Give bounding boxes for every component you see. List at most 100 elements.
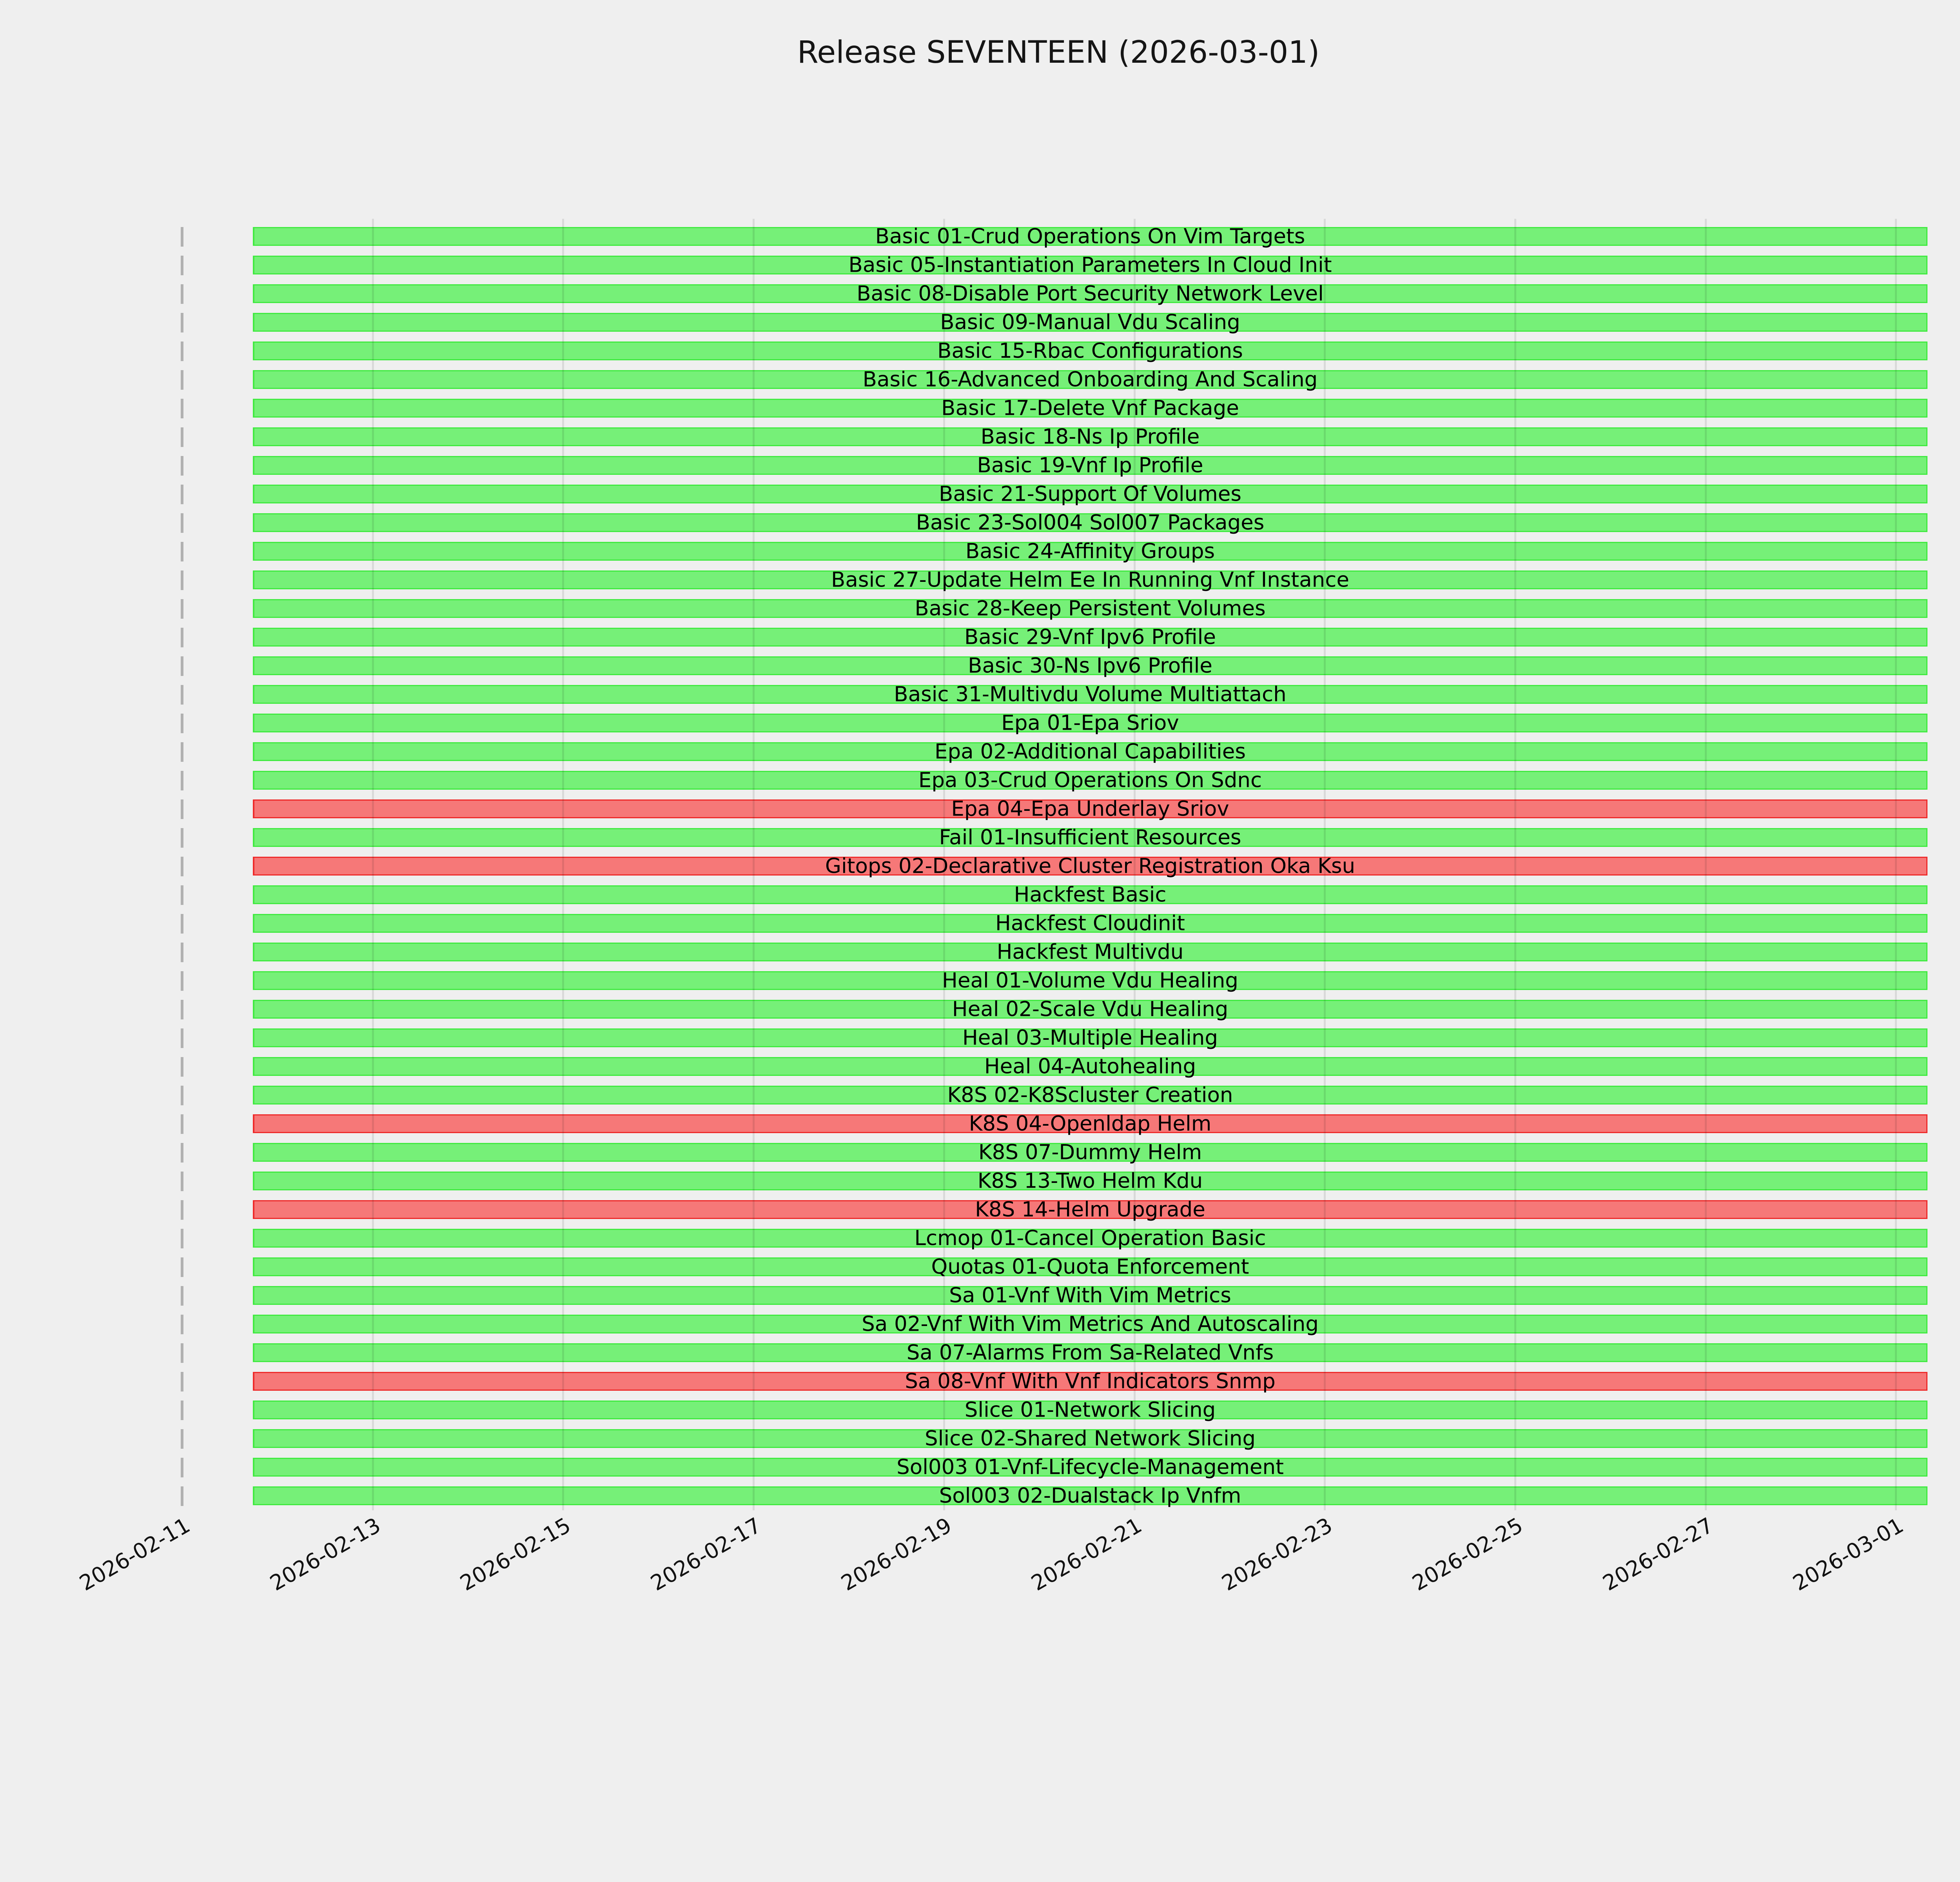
task-bar-pass [253, 628, 1927, 647]
task-label: K8S 04-Openldap Helm [969, 1112, 1212, 1136]
x-tick-label: 2026-02-15 [456, 1513, 575, 1596]
task-label: Basic 15-Rbac Configurations [937, 339, 1243, 363]
task-row: Sa 07-Alarms From Sa-Related Vnfs [253, 1341, 1927, 1365]
x-tick-label: 2026-02-27 [1599, 1513, 1718, 1596]
task-bar-pass [253, 570, 1927, 589]
date-gridline [943, 219, 945, 1510]
task-label: Sa 01-Vnf With Vim Metrics [949, 1283, 1231, 1308]
task-bar-pass [253, 1343, 1927, 1362]
task-row: Basic 21-Support Of Volumes [253, 484, 1927, 505]
task-bar-pass [253, 771, 1927, 790]
task-row: Sol003 02-Dualstack Ip Vnfm [253, 1484, 1927, 1508]
task-row: Heal 03-Multiple Healing [253, 1028, 1927, 1048]
date-gridline [1514, 219, 1516, 1510]
task-label: Heal 01-Volume Vdu Healing [942, 968, 1238, 993]
task-bar-fail [253, 1372, 1927, 1391]
task-row: Hackfest Cloudinit [253, 913, 1927, 934]
task-label: Basic 23-Sol004 Sol007 Packages [916, 510, 1265, 535]
x-tick-label: 2026-02-19 [837, 1513, 956, 1596]
task-row: K8S 14-Helm Upgrade [253, 1197, 1927, 1222]
task-label: K8S 14-Helm Upgrade [975, 1197, 1205, 1222]
x-tick-label: 2026-02-11 [75, 1513, 194, 1596]
task-bar-pass [253, 1143, 1927, 1162]
task-row: Hackfest Multivdu [253, 942, 1927, 963]
date-gridline [1324, 219, 1326, 1510]
task-row: Basic 28-Keep Persistent Volumes [253, 596, 1927, 621]
task-row: Basic 24-Affinity Groups [253, 539, 1927, 563]
task-row: Heal 01-Volume Vdu Healing [253, 968, 1927, 993]
task-label: Basic 30-Ns Ipv6 Profile [968, 654, 1212, 678]
task-label: Epa 01-Epa Sriov [1001, 711, 1179, 735]
x-tick-label: 2026-02-21 [1027, 1513, 1146, 1596]
task-row: Fail 01-Insufficient Resources [253, 827, 1927, 848]
task-bar-pass [253, 1057, 1927, 1076]
task-row: Sa 02-Vnf With Vim Metrics And Autoscali… [253, 1312, 1927, 1336]
task-bar-pass [253, 399, 1927, 418]
deadline-dashed-line [181, 227, 183, 1510]
task-row: Sa 01-Vnf With Vim Metrics [253, 1283, 1927, 1308]
date-gridline [753, 219, 755, 1510]
task-row: Hackfest Basic [253, 885, 1927, 905]
task-bar-pass [253, 284, 1927, 303]
task-row: Heal 04-Autohealing [253, 1054, 1927, 1079]
task-label: Sa 02-Vnf With Vim Metrics And Autoscali… [862, 1312, 1319, 1336]
task-bar-pass [253, 1429, 1927, 1448]
task-label: Basic 28-Keep Persistent Volumes [915, 596, 1266, 621]
task-label: Quotas 01-Quota Enforcement [931, 1255, 1249, 1279]
date-gridline [1705, 219, 1707, 1510]
task-label: Heal 04-Autohealing [984, 1054, 1196, 1079]
task-row: Heal 02-Scale Vdu Healing [253, 997, 1927, 1021]
task-bar-pass [253, 656, 1927, 675]
task-label: Basic 09-Manual Vdu Scaling [940, 310, 1240, 334]
task-bar-pass [253, 1315, 1927, 1333]
date-gridline [372, 219, 374, 1510]
task-row: Basic 29-Vnf Ipv6 Profile [253, 627, 1927, 648]
task-label: Basic 24-Affinity Groups [965, 539, 1215, 563]
task-label: Basic 08-Disable Port Security Network L… [857, 282, 1324, 306]
task-label: Basic 27-Update Helm Ee In Running Vnf I… [831, 568, 1349, 592]
task-row: K8S 13-Two Helm Kdu [253, 1171, 1927, 1192]
task-row: Basic 17-Delete Vnf Package [253, 398, 1927, 419]
task-bar-pass [253, 227, 1927, 246]
task-row: Quotas 01-Quota Enforcement [253, 1255, 1927, 1279]
task-label: Heal 02-Scale Vdu Healing [952, 997, 1229, 1021]
x-tick-label: 2026-02-23 [1218, 1513, 1337, 1596]
task-bar-pass [253, 256, 1927, 274]
task-row: Basic 18-Ns Ip Profile [253, 425, 1927, 449]
task-label: Slice 02-Shared Network Slicing [924, 1426, 1256, 1451]
task-label: Basic 18-Ns Ip Profile [980, 425, 1200, 449]
task-row: Basic 09-Manual Vdu Scaling [253, 310, 1927, 334]
task-label: Epa 04-Epa Underlay Sriov [951, 797, 1229, 821]
task-bar-pass [253, 485, 1927, 503]
task-bar-pass [253, 1257, 1927, 1276]
task-label: Sa 07-Alarms From Sa-Related Vnfs [906, 1341, 1274, 1365]
task-row: Basic 15-Rbac Configurations [253, 339, 1927, 363]
task-bar-pass [253, 1486, 1927, 1505]
task-bar-pass [253, 427, 1927, 446]
task-bar-pass [253, 914, 1927, 933]
task-row: K8S 04-Openldap Helm [253, 1112, 1927, 1136]
task-bar-pass [253, 943, 1927, 961]
task-label: Epa 02-Additional Capabilities [935, 739, 1246, 764]
x-tick-label: 2026-02-13 [266, 1513, 385, 1596]
task-bar-fail [253, 1200, 1927, 1219]
task-label: Sol003 01-Vnf-Lifecycle-Management [897, 1455, 1284, 1479]
task-row: Epa 04-Epa Underlay Sriov [253, 797, 1927, 821]
task-bar-pass [253, 313, 1927, 332]
task-bar-pass [253, 370, 1927, 389]
date-gridline [562, 219, 564, 1510]
task-bar-pass [253, 828, 1927, 847]
task-bar-pass [253, 456, 1927, 475]
date-gridline [1134, 219, 1136, 1510]
task-label: Sol003 02-Dualstack Ip Vnfm [939, 1484, 1241, 1508]
task-bar-pass [253, 1401, 1927, 1419]
task-bar-pass [253, 1229, 1927, 1248]
task-row: Sa 08-Vnf With Vnf Indicators Snmp [253, 1371, 1927, 1392]
task-label: Basic 19-Vnf Ip Profile [977, 453, 1203, 478]
task-row: Gitops 02-Declarative Cluster Registrati… [253, 856, 1927, 877]
task-label: Basic 01-Crud Operations On Vim Targets [875, 224, 1305, 249]
task-label: Basic 16-Advanced Onboarding And Scaling [862, 367, 1318, 392]
task-row: Basic 19-Vnf Ip Profile [253, 453, 1927, 478]
